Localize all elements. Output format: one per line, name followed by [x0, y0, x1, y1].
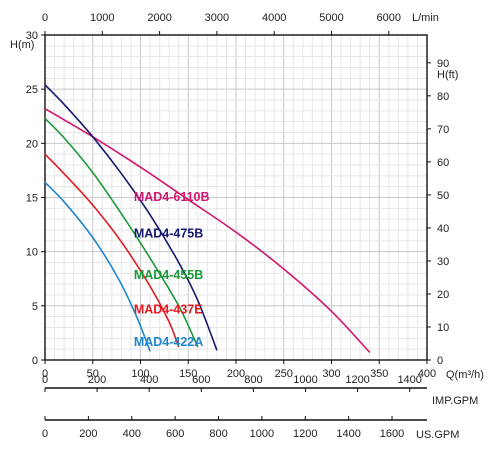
x-tick-label: 300 [322, 368, 340, 380]
series-label-mad4-437e: MAD4-437E [134, 302, 203, 316]
imp-gpm-tick-label: 800 [244, 374, 262, 386]
imp-gpm-tick-label: 0 [42, 374, 48, 386]
series-line-mad4-6110b [44, 108, 371, 353]
x-top-tick-label: 2000 [147, 12, 171, 24]
x-tick-label: 400 [418, 368, 436, 380]
x-tick-label: 0 [42, 368, 48, 380]
y-right-tick-label: 90 [437, 58, 449, 70]
x-top-axis-label: L/min [412, 12, 439, 24]
series-line-mad4-437e [44, 153, 180, 348]
us-gpm-tick-label: 1600 [380, 428, 404, 440]
imp-gpm-axis-label: IMP.GPM [432, 395, 478, 407]
us-gpm-tick-label: 1400 [336, 428, 360, 440]
x-tick-label: 200 [227, 368, 245, 380]
y-right-tick-label: 30 [437, 256, 449, 268]
x-axis-label: Q(m³/h) [446, 369, 484, 381]
x-tick-label: 150 [179, 368, 197, 380]
imp-gpm-tick-label: 1400 [397, 374, 421, 386]
series-label-mad4-422a: MAD4-422A [134, 335, 203, 349]
x-tick-label: 350 [370, 368, 388, 380]
y-tick-label: 20 [26, 138, 38, 150]
x-tick-label: 100 [131, 368, 149, 380]
y-right-tick-label: 50 [437, 190, 449, 202]
series-line-mad4-475b [44, 84, 218, 351]
y-tick-label: 0 [32, 355, 38, 367]
y-tick-label: 25 [26, 84, 38, 96]
us-gpm-tick-label: 600 [166, 428, 184, 440]
series-label-mad4-455b: MAD4-455B [134, 268, 203, 282]
series-line-mad4-455b [44, 117, 199, 348]
y-right-axis-label: H(ft) [437, 69, 458, 81]
us-gpm-tick-label: 0 [42, 428, 48, 440]
y-tick-label: 5 [32, 301, 38, 313]
us-gpm-tick-label: 400 [123, 428, 141, 440]
y-right-tick-label: 10 [437, 322, 449, 334]
x-tick-label: 250 [275, 368, 293, 380]
y-tick-label: 30 [26, 30, 38, 42]
y-right-tick-label: 60 [437, 157, 449, 169]
y-tick-label: 15 [26, 193, 38, 205]
x-top-tick-label: 5000 [319, 12, 343, 24]
series-lines [44, 84, 371, 353]
y-right-tick-label: 70 [437, 124, 449, 136]
grid [44, 34, 428, 361]
us-gpm-tick-label: 1200 [293, 428, 317, 440]
x-tick-label: 50 [87, 368, 99, 380]
x-top-tick-label: 6000 [377, 12, 401, 24]
y-axis-label: H(m) [10, 39, 34, 51]
x-top-tick-label: 0 [42, 12, 48, 24]
y-right-tick-label: 80 [437, 91, 449, 103]
y-right-tick-label: 0 [437, 355, 443, 367]
series-label-mad4-6110b: MAD4-6110B [134, 190, 210, 204]
series-line-mad4-422a [44, 181, 151, 352]
x-top-tick-label: 4000 [262, 12, 286, 24]
imp-gpm-tick-label: 1200 [345, 374, 369, 386]
y-right-tick-label: 20 [437, 289, 449, 301]
imp-gpm-tick-label: 600 [192, 374, 210, 386]
imp-gpm-tick-label: 200 [88, 374, 106, 386]
us-gpm-tick-label: 1000 [250, 428, 274, 440]
us-gpm-axis-label: US.GPM [416, 429, 459, 441]
x-top-tick-label: 3000 [205, 12, 229, 24]
series-labels: MAD4-6110B MAD4-475B MAD4-455B MAD4-437E MAD… [134, 190, 210, 349]
y-tick-label: 10 [26, 247, 38, 259]
x-top-tick-label: 1000 [90, 12, 114, 24]
series-label-mad4-475b: MAD4-475B [134, 227, 203, 241]
us-gpm-tick-label: 800 [209, 428, 227, 440]
y-right-tick-label: 40 [437, 223, 449, 235]
imp-gpm-tick-label: 400 [140, 374, 158, 386]
us-gpm-tick-label: 200 [79, 428, 97, 440]
imp-gpm-tick-label: 1000 [293, 374, 317, 386]
